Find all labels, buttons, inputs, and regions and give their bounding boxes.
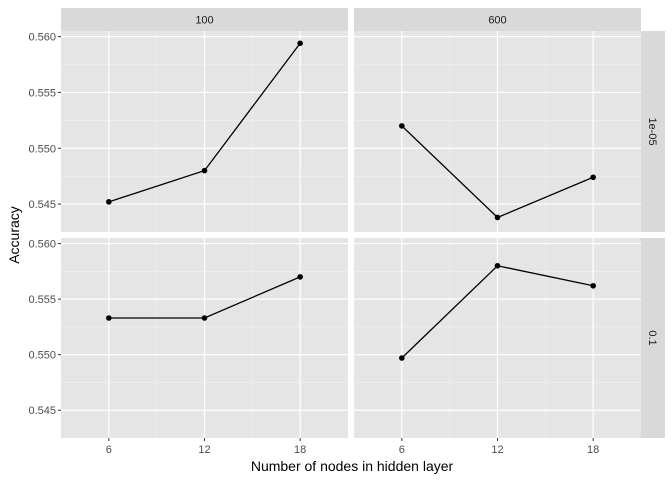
panel-600-0.1 xyxy=(354,238,641,438)
data-point xyxy=(106,315,112,321)
panels-layer xyxy=(61,31,641,438)
x-axis-title: Number of nodes in hidden layer xyxy=(251,458,454,474)
x-tick-label: 12 xyxy=(198,444,210,456)
panel-600-1e-05 xyxy=(354,31,641,232)
row-strip: 0.1 xyxy=(641,238,665,438)
column-strip: 600 xyxy=(354,8,641,31)
data-point xyxy=(106,199,112,205)
axes-layer: 0.545 0.550 0.555 0.560 0.545 0.550 0.555 0.560… xyxy=(28,32,599,456)
column-strip-label: 600 xyxy=(488,15,506,27)
data-point xyxy=(494,262,501,269)
column-strip-background xyxy=(61,8,348,31)
row-strip-background xyxy=(641,238,665,438)
series-100-1e-05 xyxy=(106,40,303,205)
y-axis-title: Accuracy xyxy=(6,206,22,264)
strips-layer: 100 600 1e-05 0.1 xyxy=(61,8,665,438)
y-tick-label: 0.560 xyxy=(28,32,56,44)
row-strip-label: 0.1 xyxy=(646,330,658,345)
y-tick-label: 0.545 xyxy=(28,199,56,211)
x-tick-label: 12 xyxy=(491,444,503,456)
column-strip: 100 xyxy=(61,8,348,31)
series-600-1e-05 xyxy=(399,123,596,221)
panel-100-1e-05 xyxy=(61,31,348,232)
data-point xyxy=(201,315,208,321)
y-tick-label: 0.555 xyxy=(28,87,56,99)
y-tick-label: 0.550 xyxy=(28,350,56,362)
column-strip-label: 100 xyxy=(195,15,213,27)
data-point xyxy=(590,282,596,289)
series-100-0.1 xyxy=(106,274,303,321)
data-point xyxy=(201,167,208,174)
panel-100-0.1 xyxy=(61,238,348,438)
row-strip: 1e-05 xyxy=(641,31,665,232)
data-point xyxy=(399,355,405,361)
row-strip-label: 1e-05 xyxy=(646,117,658,145)
y-tick-label: 0.560 xyxy=(28,239,56,251)
x-tick-label: 6 xyxy=(106,444,112,456)
y-tick-label: 0.555 xyxy=(28,294,56,306)
data-point xyxy=(297,40,303,47)
data-point xyxy=(297,274,303,280)
data-point xyxy=(399,123,405,129)
y-tick-label: 0.545 xyxy=(28,405,56,417)
data-point xyxy=(590,174,596,181)
data-point xyxy=(494,214,501,221)
column-strip-background xyxy=(354,8,641,31)
series-600-0.1 xyxy=(399,262,596,361)
x-tick-label: 18 xyxy=(587,444,599,456)
x-tick-label: 18 xyxy=(294,444,306,456)
row-strip-background xyxy=(641,31,665,232)
x-tick-label: 6 xyxy=(399,444,405,456)
y-tick-label: 0.550 xyxy=(28,143,56,155)
